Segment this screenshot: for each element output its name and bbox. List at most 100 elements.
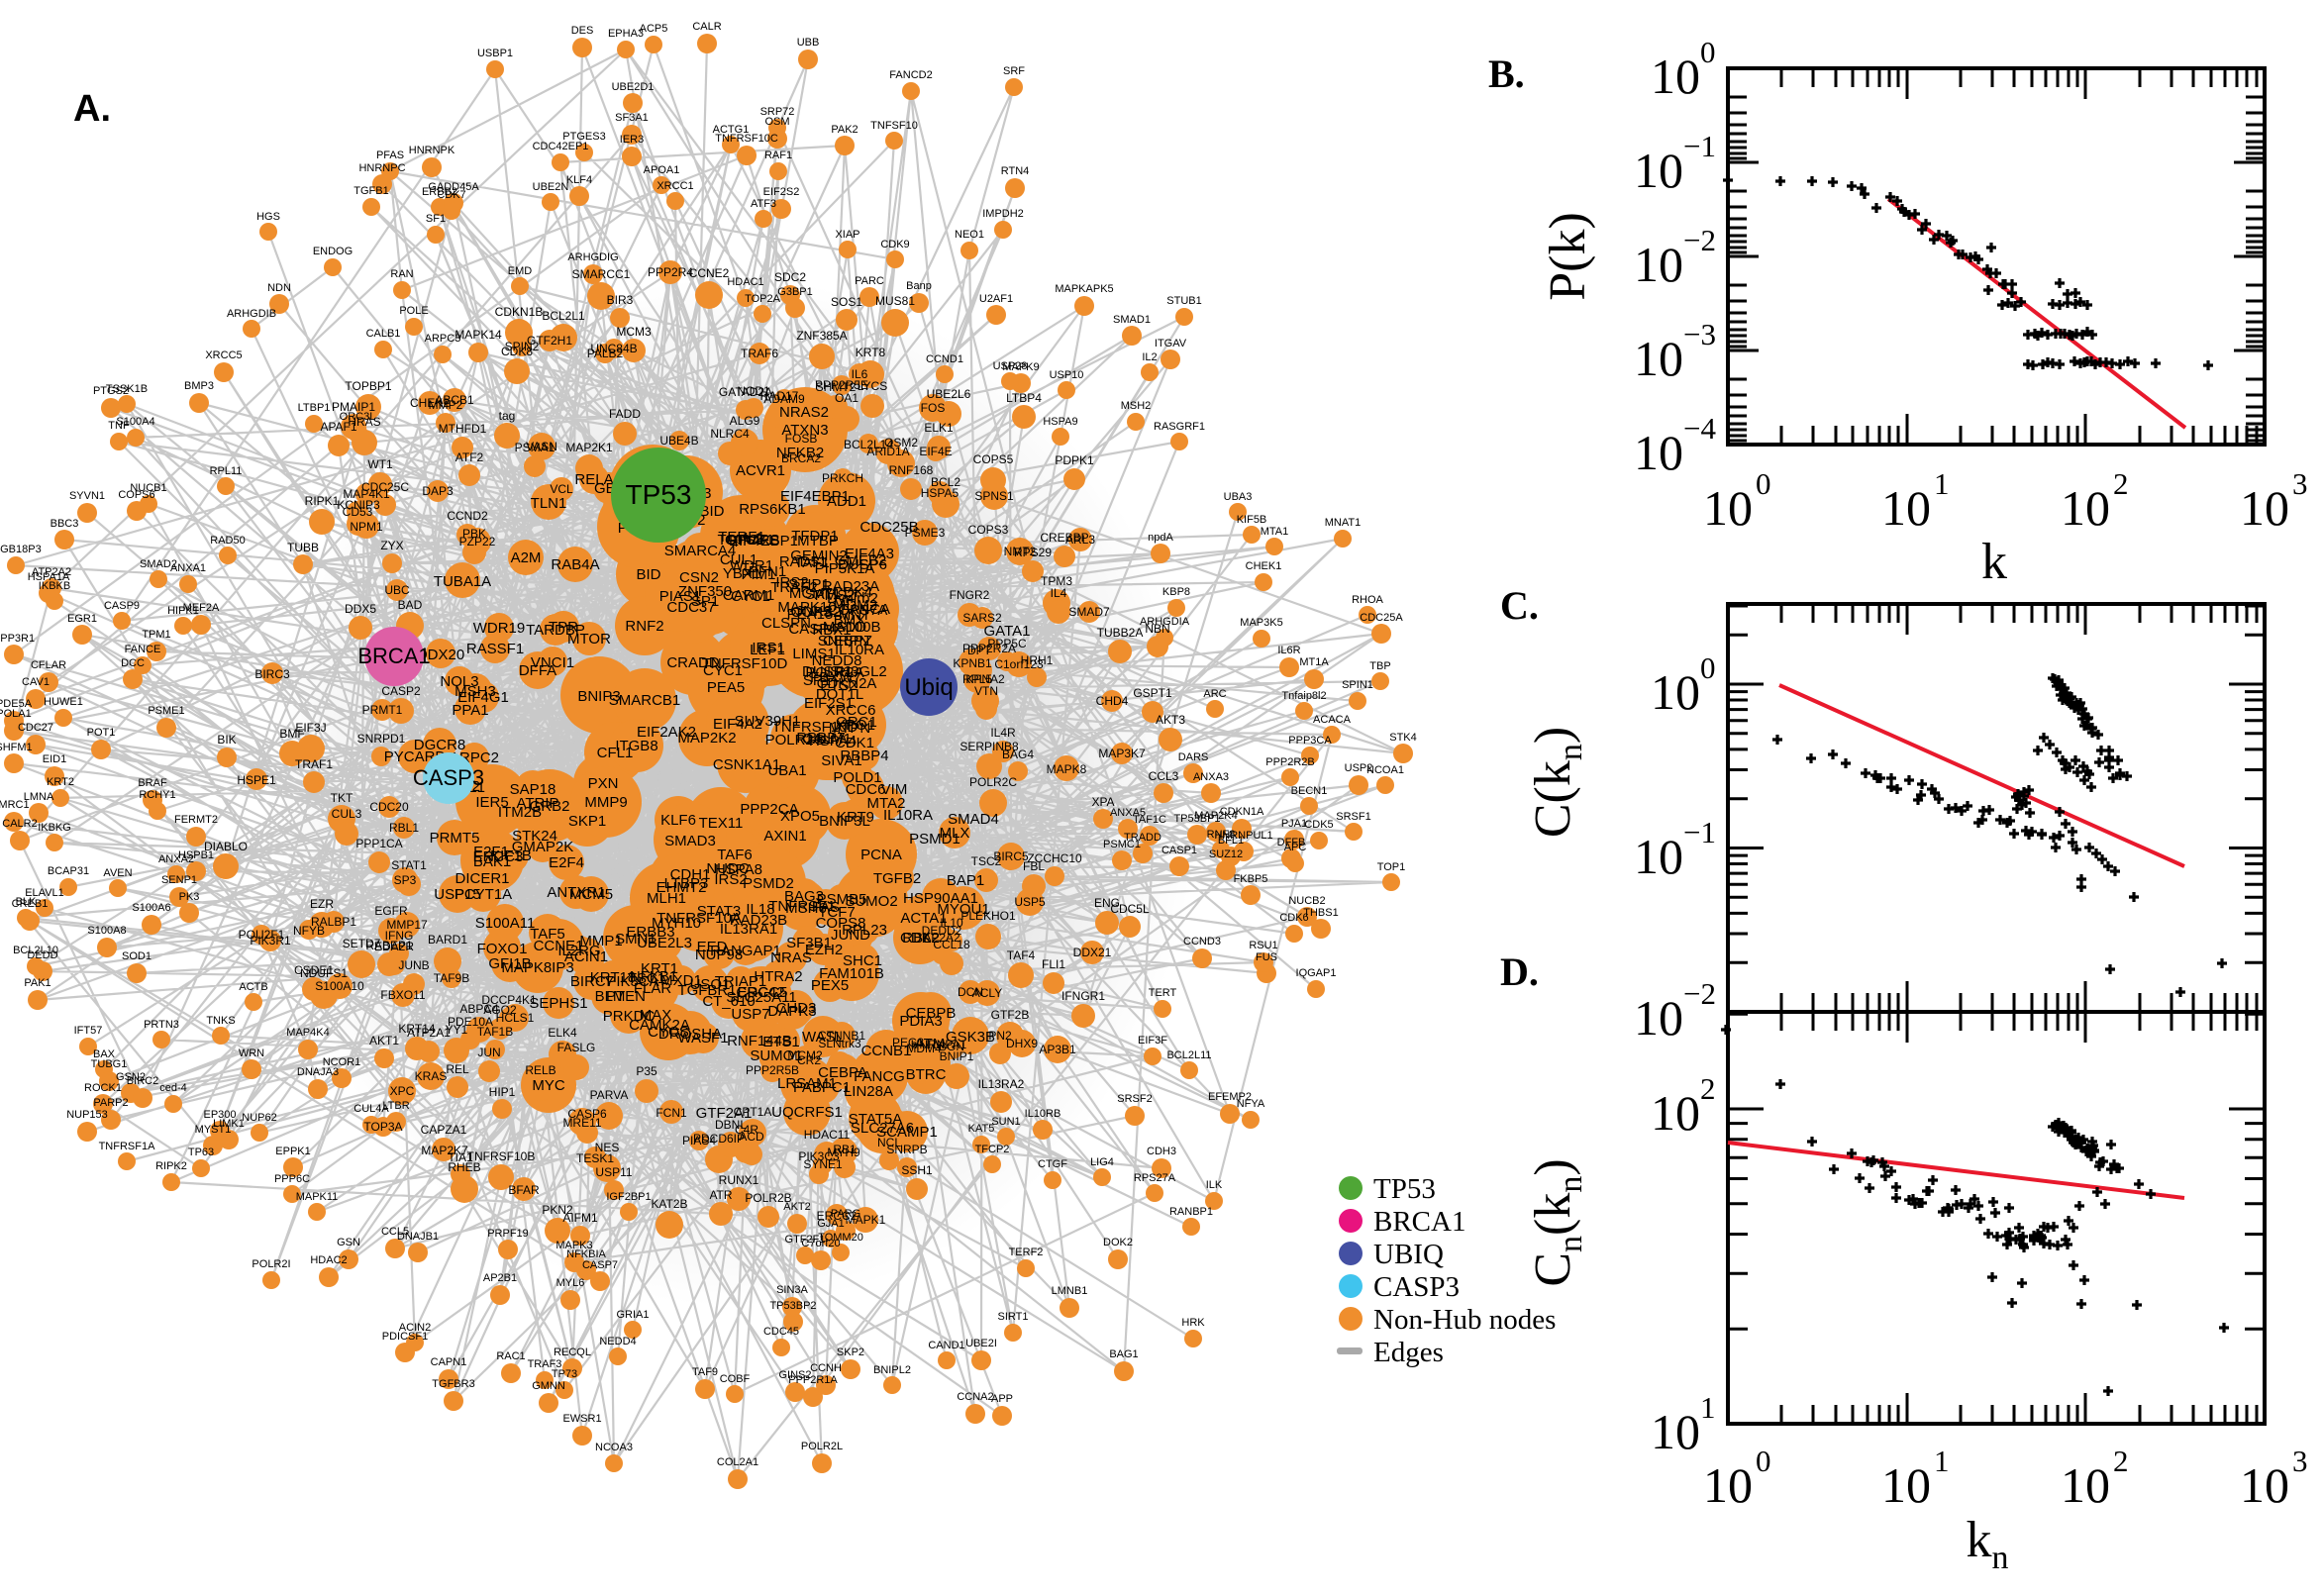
svg-text:EIF4E: EIF4E <box>919 445 952 458</box>
svg-text:MYC: MYC <box>532 1077 565 1094</box>
svg-text:POLR2G: POLR2G <box>765 732 826 748</box>
svg-text:MNAT1: MNAT1 <box>1325 517 1361 529</box>
svg-text:ATF3: ATF3 <box>751 198 776 210</box>
svg-text:MAP2K1: MAP2K1 <box>565 441 613 454</box>
svg-text:CCL5: CCL5 <box>381 1226 409 1238</box>
svg-text:GMAP2K: GMAP2K <box>512 839 574 855</box>
svg-text:NUP62: NUP62 <box>242 1112 276 1124</box>
svg-text:FOSB: FOSB <box>785 432 818 446</box>
svg-text:BAX: BAX <box>93 1048 116 1060</box>
svg-text:0: 0 <box>1700 35 1716 69</box>
svg-text:TEX11: TEX11 <box>699 815 744 832</box>
svg-text:VASN: VASN <box>526 440 557 453</box>
svg-text:FAM101B: FAM101B <box>819 965 884 982</box>
svg-text:MYH9: MYH9 <box>827 1146 860 1159</box>
svg-text:DOK2: DOK2 <box>1103 1237 1133 1248</box>
svg-text:MAPKAPK5: MAPKAPK5 <box>1055 283 1113 295</box>
svg-text:DAPK3: DAPK3 <box>767 1003 816 1020</box>
svg-text:PARP2: PARP2 <box>93 1097 128 1109</box>
svg-text:CDH1: CDH1 <box>670 866 711 883</box>
svg-text:ATP2A1: ATP2A1 <box>407 1026 451 1040</box>
svg-text:KBP8: KBP8 <box>1162 586 1190 598</box>
svg-text:SMAD3: SMAD3 <box>664 833 716 849</box>
svg-text:PALB2: PALB2 <box>587 347 624 360</box>
svg-text:GMNN: GMNN <box>532 1380 565 1392</box>
svg-text:NFYB: NFYB <box>293 924 325 938</box>
svg-text:10: 10 <box>1634 331 1683 386</box>
svg-text:CDC37: CDC37 <box>666 599 715 616</box>
svg-text:ARL3: ARL3 <box>1065 533 1095 547</box>
svg-text:TARDBP: TARDBP <box>526 622 585 639</box>
svg-text:ANTXR1: ANTXR1 <box>547 884 605 901</box>
svg-text:EED: EED <box>697 939 728 955</box>
svg-text:NUCB1: NUCB1 <box>130 482 166 494</box>
svg-text:COPS8: COPS8 <box>816 915 866 932</box>
svg-text:AIFM1: AIFM1 <box>562 1211 598 1225</box>
svg-text:USP7: USP7 <box>731 1006 769 1023</box>
svg-text:RTN4: RTN4 <box>1001 165 1030 177</box>
svg-text:CSDE1: CSDE1 <box>294 963 334 977</box>
svg-text:RANGAP1: RANGAP1 <box>710 943 781 959</box>
svg-text:CAND1: CAND1 <box>928 1340 964 1351</box>
svg-text:RPS27A: RPS27A <box>1134 1172 1176 1184</box>
svg-text:WASF1: WASF1 <box>677 1030 728 1047</box>
svg-text:CDKN2A: CDKN2A <box>817 675 877 692</box>
svg-text:IGF2BP1: IGF2BP1 <box>606 1191 651 1203</box>
svg-text:PFAS: PFAS <box>376 150 404 161</box>
svg-text:E2F4: E2F4 <box>549 854 584 871</box>
svg-text:TFDP1: TFDP1 <box>791 528 839 545</box>
svg-text:npdA: npdA <box>1148 532 1173 544</box>
svg-text:PDPK1: PDPK1 <box>1055 453 1094 467</box>
svg-text:SOD1: SOD1 <box>122 950 152 962</box>
svg-text:EP300: EP300 <box>203 1109 236 1121</box>
svg-text:ELK4: ELK4 <box>548 1026 577 1040</box>
svg-text:CCL3: CCL3 <box>1149 769 1179 783</box>
svg-text:AP3B1: AP3B1 <box>1039 1043 1076 1056</box>
svg-text:CCNH: CCNH <box>810 1362 842 1374</box>
svg-text:SKP1: SKP1 <box>568 813 606 830</box>
svg-text:CT_610: CT_610 <box>702 993 755 1010</box>
svg-text:WDR19: WDR19 <box>473 620 526 637</box>
svg-text:POT1: POT1 <box>87 727 116 739</box>
svg-text:STUB1: STUB1 <box>1166 295 1201 307</box>
svg-text:CCND2: CCND2 <box>447 509 488 523</box>
svg-text:SRP72: SRP72 <box>760 106 795 118</box>
svg-text:CASP7: CASP7 <box>582 1259 618 1271</box>
svg-text:TAF6: TAF6 <box>717 847 753 863</box>
svg-text:PEG3: PEG3 <box>892 1036 924 1049</box>
svg-text:RAB4A: RAB4A <box>551 556 599 573</box>
svg-text:NFKBIA: NFKBIA <box>566 1248 606 1260</box>
svg-text:CASP4: CASP4 <box>788 621 837 638</box>
svg-text:TSC2: TSC2 <box>971 854 1002 868</box>
svg-text:ZCCHC10: ZCCHC10 <box>1027 851 1082 865</box>
svg-text:FNGR2: FNGR2 <box>950 588 990 602</box>
svg-text:C(kn): C(kn) <box>1525 727 1589 838</box>
svg-text:BGN: BGN <box>939 1040 964 1053</box>
svg-text:HSPE1: HSPE1 <box>237 773 276 787</box>
svg-text:ANXA5: ANXA5 <box>1110 807 1146 819</box>
svg-text:TKT: TKT <box>331 791 354 805</box>
svg-text:MAP2K7: MAP2K7 <box>421 1144 468 1157</box>
svg-text:UBE2I: UBE2I <box>965 1338 997 1349</box>
svg-text:RAC1: RAC1 <box>496 1350 525 1362</box>
svg-text:MXD1: MXD1 <box>660 972 702 989</box>
svg-text:TNFRSF10C: TNFRSF10C <box>715 133 778 145</box>
svg-text:CAPN1: CAPN1 <box>431 1356 467 1368</box>
svg-text:NUP153: NUP153 <box>66 1109 108 1121</box>
svg-text:DCC: DCC <box>121 657 145 669</box>
svg-text:AKT2: AKT2 <box>783 1201 811 1213</box>
svg-text:ANXA1: ANXA1 <box>170 562 206 574</box>
svg-text:RAD23A: RAD23A <box>822 578 879 595</box>
svg-text:APOA1: APOA1 <box>644 164 680 176</box>
svg-text:NCOR1: NCOR1 <box>323 1056 361 1068</box>
svg-text:GINS2: GINS2 <box>778 1369 811 1381</box>
svg-text:IL10RA: IL10RA <box>883 807 933 824</box>
svg-text:KRT1: KRT1 <box>641 960 678 977</box>
svg-text:NFYA: NFYA <box>1237 1098 1265 1110</box>
svg-text:PPP6C: PPP6C <box>274 1173 310 1185</box>
svg-text:SDC2: SDC2 <box>774 270 806 284</box>
svg-text:ADAM9: ADAM9 <box>763 392 805 406</box>
svg-text:NCOA3: NCOA3 <box>595 1442 633 1453</box>
svg-text:PPP2R4: PPP2R4 <box>648 265 693 279</box>
svg-text:POLA1: POLA1 <box>0 708 32 720</box>
